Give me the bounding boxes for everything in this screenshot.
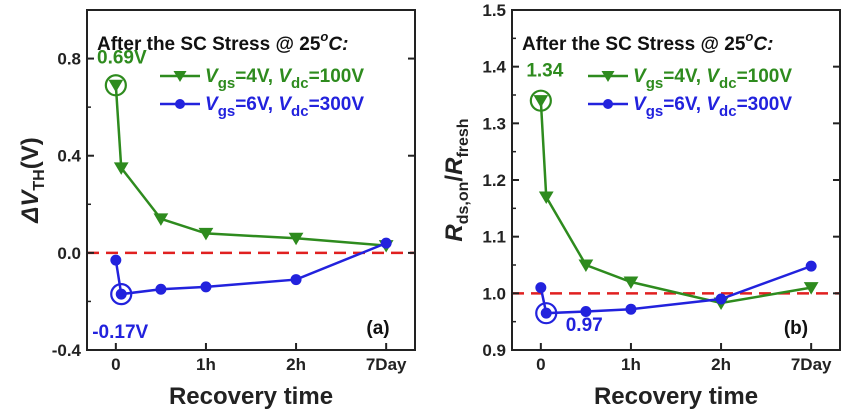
y-tick-label: -0.4 (52, 341, 82, 360)
data-point (715, 293, 727, 305)
data-point (805, 260, 817, 272)
series-line (114, 85, 387, 247)
y-tick-label: 0.0 (57, 244, 81, 263)
annotation-label: -0.17V (92, 322, 148, 343)
data-point (108, 79, 124, 93)
x-tick-label: 7Day (366, 355, 407, 374)
data-point (538, 191, 554, 204)
x-tick-label: 1h (621, 355, 641, 374)
chart-title: After the SC Stress @ 25oC: (97, 29, 348, 55)
series-vgs6-vdc300 (535, 260, 817, 319)
chart-panel-a: -0.4 0.0 0.4 0.8 0 1h 2h 7Day Recovery time ΔVTH(… (17, 9, 416, 410)
y-tick-label: 1.1 (482, 228, 506, 247)
plot-frame (86, 9, 416, 351)
data-point (380, 237, 392, 249)
x-axis-label: Recovery time (594, 383, 758, 410)
data-point (153, 213, 169, 226)
legend-marker (173, 71, 187, 82)
data-point (803, 282, 819, 295)
series-line (539, 100, 812, 305)
data-point (110, 254, 122, 266)
data-point (623, 276, 639, 289)
x-tick-label: 1h (196, 355, 216, 374)
data-point (115, 288, 127, 300)
data-point (198, 227, 214, 241)
data-point (533, 95, 549, 108)
highlight-ring (110, 283, 133, 306)
y-tick-label: 1.2 (482, 171, 506, 190)
y-tick-label: 1.4 (482, 58, 506, 77)
legend-entry: Vgs=4V, Vdc=100V (633, 66, 792, 92)
series-vgs4-vdc100 (108, 79, 394, 253)
y-axis-label: Rds,on/Rfresh (441, 118, 472, 241)
x-tick-label: 2h (286, 355, 306, 374)
x-axis-label: Recovery time (169, 383, 333, 410)
highlight-ring (529, 89, 552, 112)
x-tick-label: 0 (111, 355, 120, 374)
y-tick-label: 1.3 (482, 114, 506, 133)
legend-entry: Vgs=4V, Vdc=100V (205, 66, 364, 92)
highlight-ring (104, 74, 127, 97)
panel-label: (a) (366, 318, 389, 339)
data-point (200, 281, 212, 293)
chart-title: After the SC Stress @ 25oC: (522, 29, 773, 55)
series-vgs4-vdc100 (533, 95, 819, 310)
series-line (114, 241, 387, 296)
y-tick-label: 1.0 (482, 284, 506, 303)
series-vgs6-vdc300 (110, 237, 392, 300)
data-point (625, 303, 637, 315)
data-point (290, 274, 302, 286)
data-point (540, 307, 552, 319)
highlight-ring (535, 302, 558, 325)
y-tick-label: 0.4 (57, 147, 81, 166)
data-point (580, 305, 592, 317)
data-point (288, 232, 304, 246)
data-point (155, 283, 167, 295)
data-point (113, 162, 129, 175)
legend-marker (175, 99, 185, 109)
panel-label: (b) (784, 318, 808, 339)
y-tick-label: 1.5 (482, 1, 506, 20)
x-tick-label: 7Day (791, 355, 832, 374)
data-point (535, 282, 547, 294)
legend-marker (601, 71, 615, 82)
y-axis-label: ΔVTH(V) (17, 137, 48, 223)
legend-entry: Vgs=6V, Vdc=300V (633, 94, 792, 120)
annotation-label: 0.69V (97, 47, 147, 68)
x-tick-label: 2h (711, 355, 731, 374)
legend-entry: Vgs=6V, Vdc=300V (205, 94, 364, 120)
annotation-label: 1.34 (526, 61, 563, 82)
y-tick-label: 0.9 (482, 341, 506, 360)
y-tick-label: 0.8 (57, 50, 81, 69)
legend-marker (603, 99, 613, 109)
annotation-label: 0.97 (566, 315, 603, 336)
data-point (578, 259, 594, 272)
series-line (539, 264, 812, 315)
x-tick-label: 0 (536, 355, 545, 374)
chart-panel-b: 0.9 1.0 1.1 1.2 1.3 1.4 1.5 0 1h 2h 7Day Recovery t… (441, 1, 841, 410)
